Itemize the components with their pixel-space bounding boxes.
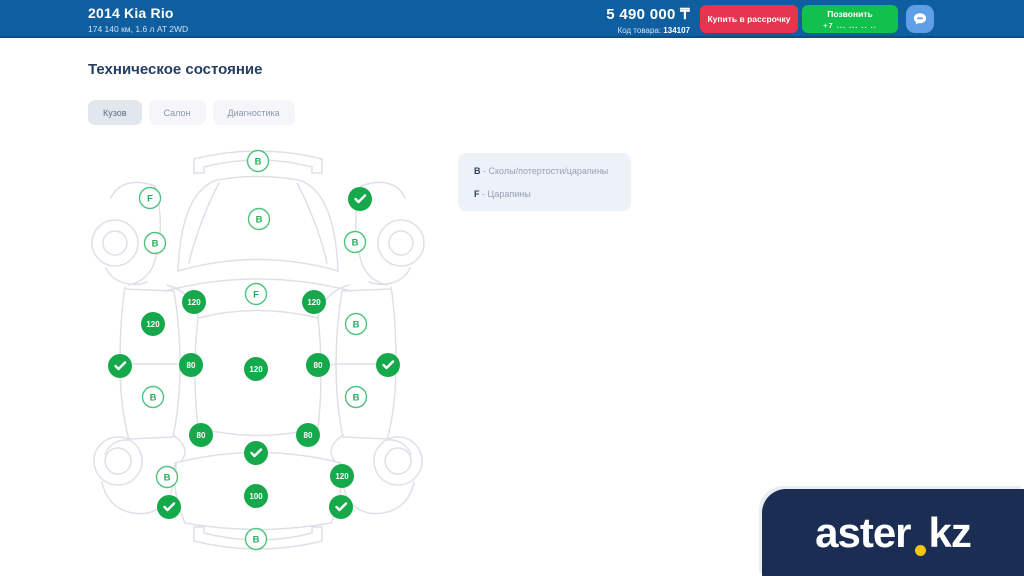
condition-markers: B F B B B F 120 120 120 B 80 120 80 B B 80 80 B 120 100 B [108,149,400,551]
marker-right-rear-corner [329,495,353,519]
brand-name-left: aster [815,508,911,556]
legend-code-f: F [474,189,480,199]
marker-left-rear-fender: B [155,465,179,489]
marker-right-b-pillar: 80 [306,353,330,377]
svg-text:B: B [164,472,171,483]
marker-right-front-fender [348,187,372,211]
marker-left-rear-door: B [141,385,165,409]
brand-name-right: kz [928,508,972,556]
svg-text:B: B [255,156,262,167]
car-condition-diagram: B F B B B F 120 120 120 B 80 120 80 B B 80 80 B 120 100 B [85,140,425,560]
product-code-label: Код товара: [617,26,662,35]
marker-right-a-pillar: 120 [302,290,326,314]
marker-left-front-fender: F [138,186,162,210]
marker-windshield: F [244,282,268,306]
svg-text:B: B [352,237,359,248]
call-button-label: Позвонить [827,8,873,19]
svg-text:80: 80 [197,431,206,440]
legend-code-b: B [474,166,481,176]
section-title: Техническое состояние [88,61,263,78]
svg-text:F: F [253,289,259,300]
marker-rear-window [244,441,268,465]
check-icon [354,194,367,204]
price: 5 490 000 ₸ [606,6,690,23]
marker-left-front-wheel-arch: B [143,231,167,255]
buy-installment-label: Купить в рассрочку [707,14,791,24]
legend-text-b: Сколы/потертости/царапины [488,166,609,176]
svg-text:120: 120 [335,472,349,481]
marker-left-front-door: 120 [141,312,165,336]
marker-rear-bumper: B [244,527,268,551]
svg-text:100: 100 [249,492,263,501]
marker-left-sill [108,354,132,378]
svg-text:F: F [147,193,153,204]
svg-text:B: B [150,392,157,403]
check-icon [335,502,348,512]
brand-watermark: aster kz [762,489,1024,576]
marker-trunk: 100 [244,484,268,508]
car-specs: 174 140 км, 1.6 л AT 2WD [88,24,189,34]
marker-right-rear-fender: 120 [330,464,354,488]
check-icon [163,502,176,512]
svg-text:120: 120 [187,298,201,307]
product-code-value: 134107 [663,26,690,35]
svg-text:120: 120 [249,365,263,374]
marker-left-b-pillar: 80 [179,353,203,377]
legend-text-f: Царапины [487,189,531,199]
tab-diagnostics[interactable]: Диагностика [212,100,295,125]
product-code: Код товара: 134107 [606,26,690,35]
check-icon [382,360,395,370]
svg-text:120: 120 [146,320,160,329]
legend-item-f: F - Царапины [474,189,531,199]
svg-text:B: B [353,319,360,330]
top-header-bar: 2014 Kia Rio 174 140 км, 1.6 л AT 2WD 5 … [0,0,1024,38]
marker-right-c-pillar: 80 [296,423,320,447]
marker-hood: B [247,207,271,231]
svg-text:B: B [253,534,260,545]
brand-logo: aster kz [815,508,972,557]
svg-text:80: 80 [314,361,323,370]
svg-text:B: B [353,392,360,403]
marker-right-rear-door: B [344,385,368,409]
tab-interior[interactable]: Салон [148,100,206,125]
marker-left-a-pillar: 120 [182,290,206,314]
svg-text:80: 80 [187,361,196,370]
marker-left-c-pillar: 80 [189,423,213,447]
check-icon [114,361,127,371]
chat-bubble-icon [912,11,928,27]
check-icon [250,448,263,458]
svg-text:B: B [256,214,263,225]
svg-text:120: 120 [307,298,321,307]
marker-right-front-door: B [344,312,368,336]
car-title-block: 2014 Kia Rio 174 140 км, 1.6 л AT 2WD [88,5,188,34]
legend-item-b: B - Сколы/потертости/царапины [474,166,609,176]
marker-roof: 120 [244,357,268,381]
price-block: 5 490 000 ₸ Код товара: 134107 [606,5,690,35]
marker-right-sill [376,353,400,377]
brand-dot [914,544,926,556]
svg-text:80: 80 [304,431,313,440]
call-button[interactable]: Позвонить +7 ... ... .. .. [802,5,898,33]
svg-text:B: B [152,238,159,249]
buy-installment-button[interactable]: Купить в рассрочку [700,5,798,33]
tabs: Кузов Салон Диагностика [88,100,295,125]
legend-box: B - Сколы/потертости/царапины F - Царапи… [458,153,631,211]
chat-button[interactable] [906,5,934,33]
tab-body[interactable]: Кузов [88,100,142,125]
marker-left-rear-corner [157,495,181,519]
marker-right-front-wheel-arch: B [343,230,367,254]
page-title: 2014 Kia Rio [88,5,174,21]
call-button-phone: +7 ... ... .. .. [823,20,877,30]
marker-front-bumper: B [246,149,270,173]
